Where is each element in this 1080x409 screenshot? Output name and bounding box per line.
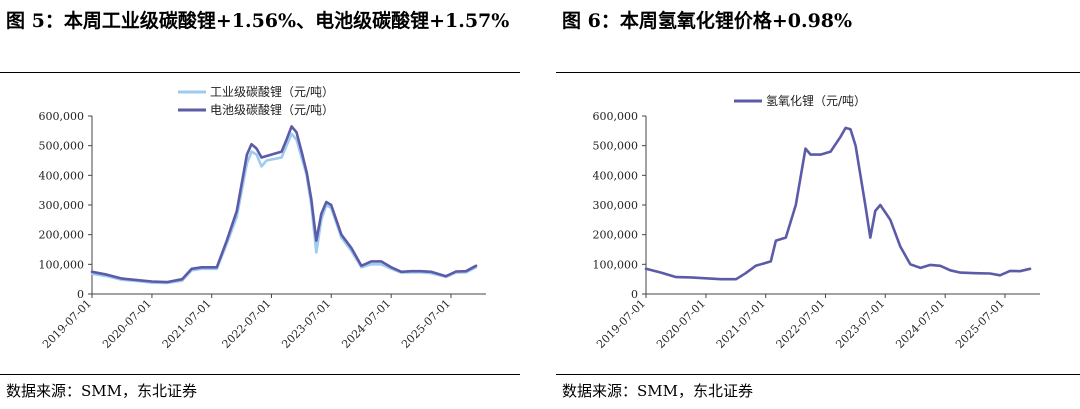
figure-6-bottom-rule bbox=[556, 374, 1080, 375]
y-tick-label: 200,000 bbox=[39, 229, 85, 242]
x-tick-label: 2019-07-01 bbox=[594, 297, 648, 351]
y-tick-label: 100,000 bbox=[593, 258, 639, 271]
figure-5-bottom-rule bbox=[0, 374, 520, 375]
x-tick-label: 2020-07-01 bbox=[654, 297, 708, 351]
y-tick-label: 300,000 bbox=[593, 199, 639, 212]
x-tick-label: 2025-07-01 bbox=[399, 297, 453, 351]
y-tick-label: 300,000 bbox=[39, 199, 85, 212]
y-tick-label: 500,000 bbox=[593, 140, 639, 153]
x-tick-label: 2024-07-01 bbox=[893, 297, 947, 351]
series-line-0 bbox=[644, 126, 1032, 281]
figure-6-panel: 图 6：本周氢氧化锂价格+0.98% 0 100,000 200,000 300,00… bbox=[556, 0, 1080, 409]
x-tick-label: 2024-07-01 bbox=[339, 297, 393, 351]
figure-6-top-rule bbox=[556, 72, 1080, 73]
y-tick-label: 200,000 bbox=[593, 229, 639, 242]
figure-6-source: 数据来源：SMM，东北证券 bbox=[562, 382, 753, 400]
x-tick-label: 2025-07-01 bbox=[953, 297, 1007, 351]
y-tick-label: 400,000 bbox=[593, 169, 639, 182]
series-line-1 bbox=[90, 125, 478, 284]
figure-6-chart: 0 100,000 200,000 300,000 400,000 500,000 600,… bbox=[593, 93, 1040, 351]
legend-label: 工业级碳酸锂（元/吨） bbox=[210, 84, 334, 99]
legend-label: 电池级碳酸锂（元/吨） bbox=[210, 102, 334, 117]
legend-label: 氢氧化锂（元/吨） bbox=[766, 93, 866, 108]
x-tick-label: 2021-07-01 bbox=[160, 297, 214, 351]
figure-5-top-rule bbox=[0, 72, 520, 73]
y-tick-label: 0 bbox=[631, 288, 638, 301]
y-tick-label: 0 bbox=[77, 288, 84, 301]
figure-6-title: 图 6：本周氢氧化锂价格+0.98% bbox=[562, 10, 853, 32]
y-tick-label: 600,000 bbox=[593, 110, 639, 123]
figure-5-panel: 图 5：本周工业级碳酸锂+1.56%、电池级碳酸锂+1.57% 0 100,000… bbox=[0, 0, 520, 409]
x-tick-label: 2022-07-01 bbox=[220, 297, 274, 351]
series-line-0 bbox=[90, 132, 478, 285]
x-tick-label: 2023-07-01 bbox=[833, 297, 887, 351]
y-tick-label: 500,000 bbox=[39, 140, 85, 153]
x-tick-label: 2022-07-01 bbox=[774, 297, 828, 351]
x-tick-label: 2019-07-01 bbox=[40, 297, 94, 351]
figure-5-title: 图 5：本周工业级碳酸锂+1.56%、电池级碳酸锂+1.57% bbox=[6, 10, 510, 32]
x-tick-label: 2020-07-01 bbox=[100, 297, 154, 351]
x-tick-label: 2023-07-01 bbox=[279, 297, 333, 351]
y-tick-label: 100,000 bbox=[39, 258, 85, 271]
figure-5-chart: 0 100,000 200,000 300,000 400,000 500,000 600,… bbox=[39, 84, 486, 351]
figure-5-source: 数据来源：SMM，东北证券 bbox=[6, 382, 197, 400]
y-tick-label: 400,000 bbox=[39, 169, 85, 182]
y-tick-label: 600,000 bbox=[39, 110, 85, 123]
x-tick-label: 2021-07-01 bbox=[714, 297, 768, 351]
